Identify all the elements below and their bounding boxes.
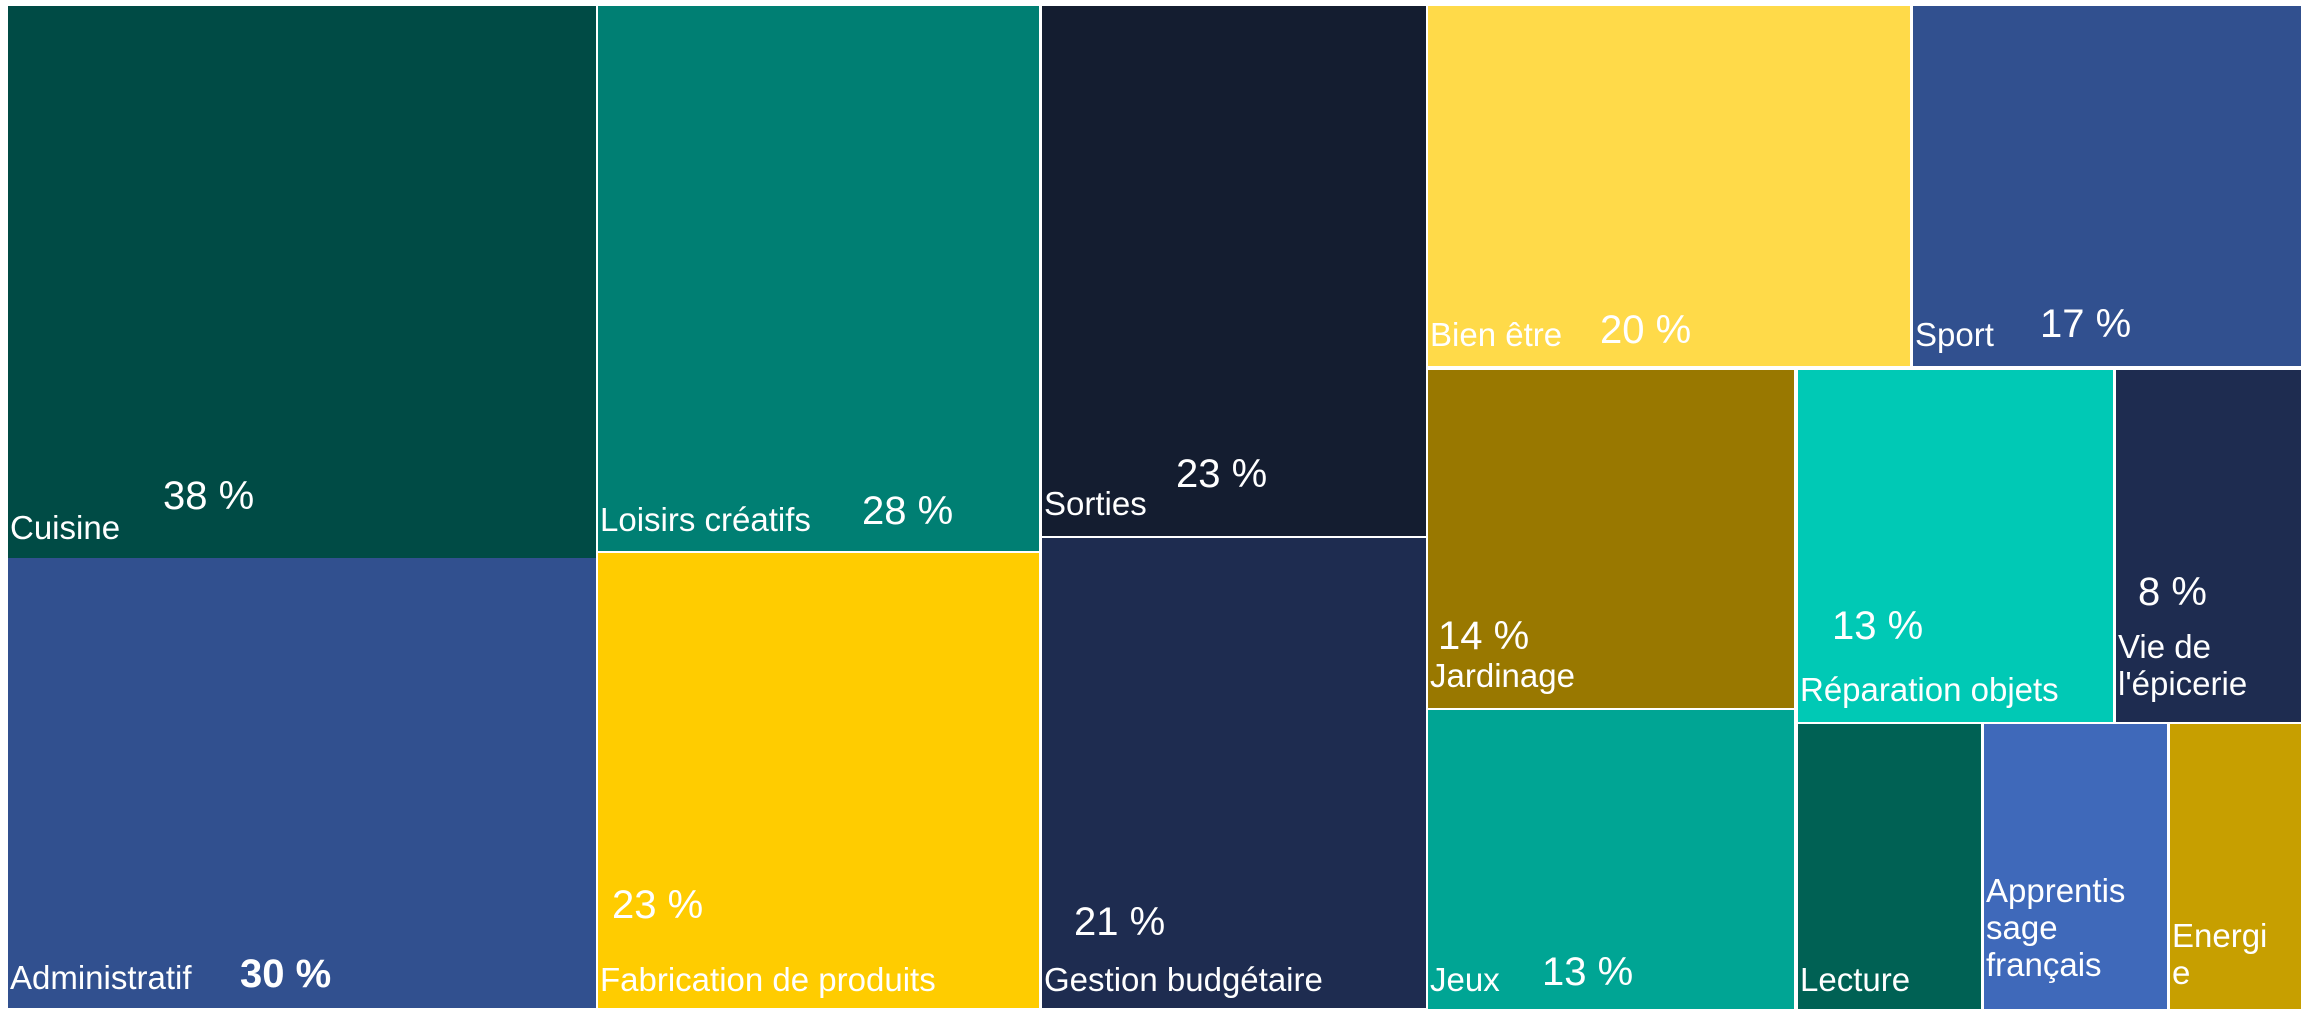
treemap-tile-loisirs-creatifs: Loisirs créatifs 28 % — [598, 6, 1039, 551]
treemap-tile-sport: Sport 17 % — [1913, 6, 2301, 366]
tile-label-administratif: Administratif — [10, 959, 192, 996]
tile-label-gestion-budgetaire: Gestion budgétaire — [1044, 961, 1323, 998]
treemap-tile-sorties: Sorties 23 % — [1042, 6, 1426, 536]
treemap-tile-lecture: Lecture — [1798, 724, 1981, 1009]
treemap-tile-cuisine: Cuisine 38 % — [8, 6, 596, 558]
tile-value-sport: 17 % — [2040, 302, 2132, 346]
tile-label-sport: Sport — [1915, 316, 1994, 353]
tile-value-sorties: 23 % — [1176, 452, 1268, 496]
treemap-tile-vie-de-l-epicerie: Vie de l'épicerie 8 % — [2116, 370, 2301, 722]
tile-value-vie-de-l-epicerie: 8 % — [2138, 570, 2207, 614]
tile-label-vie-de-l-epicerie: Vie de l'épicerie — [2118, 628, 2248, 702]
treemap-tile-fabrication-de-produits: Fabrication de produits 23 % — [598, 553, 1039, 1008]
tile-label-jardinage: Jardinage — [1430, 657, 1575, 694]
tile-label-lecture: Lecture — [1800, 961, 1911, 998]
treemap-tile-apprentissage-francais: Apprentis sage français — [1984, 724, 2167, 1009]
treemap-tile-jeux: Jeux 13 % — [1428, 710, 1794, 1009]
tile-label-bien-etre: Bien être — [1430, 316, 1563, 353]
treemap-tile-gestion-budgetaire: Gestion budgétaire 21 % — [1042, 538, 1426, 1008]
treemap-tile-energie: Energi e — [2170, 724, 2301, 1009]
tile-value-jardinage: 14 % — [1438, 614, 1530, 658]
tile-label-sorties: Sorties — [1044, 485, 1147, 522]
tile-label-loisirs-creatifs: Loisirs créatifs — [600, 501, 811, 538]
tile-value-bien-etre: 20 % — [1600, 308, 1692, 352]
tile-value-loisirs-creatifs: 28 % — [862, 489, 954, 533]
tile-value-cuisine: 38 % — [163, 474, 255, 518]
tile-value-fabrication-de-produits: 23 % — [612, 883, 704, 927]
tile-value-administratif: 30 % — [240, 952, 332, 996]
tile-value-jeux: 13 % — [1542, 950, 1634, 994]
treemap-tile-jardinage: Jardinage 14 % — [1428, 370, 1794, 708]
treemap-tile-reparation-objets: Réparation objets 13 % — [1798, 370, 2113, 722]
tile-label-apprentissage-francais: Apprentis sage français — [1986, 872, 2126, 983]
tile-label-jeux: Jeux — [1430, 961, 1500, 998]
tile-value-gestion-budgetaire: 21 % — [1074, 900, 1166, 944]
tile-label-reparation-objets: Réparation objets — [1800, 671, 2059, 708]
tile-value-reparation-objets: 13 % — [1832, 604, 1924, 648]
tile-label-fabrication-de-produits: Fabrication de produits — [600, 961, 936, 998]
tile-label-cuisine: Cuisine — [10, 509, 121, 546]
treemap-tile-administratif: Administratif 30 % — [8, 558, 596, 1008]
tile-label-energie: Energi e — [2172, 917, 2268, 991]
treemap-tile-bien-etre: Bien être 20 % — [1428, 6, 1910, 366]
